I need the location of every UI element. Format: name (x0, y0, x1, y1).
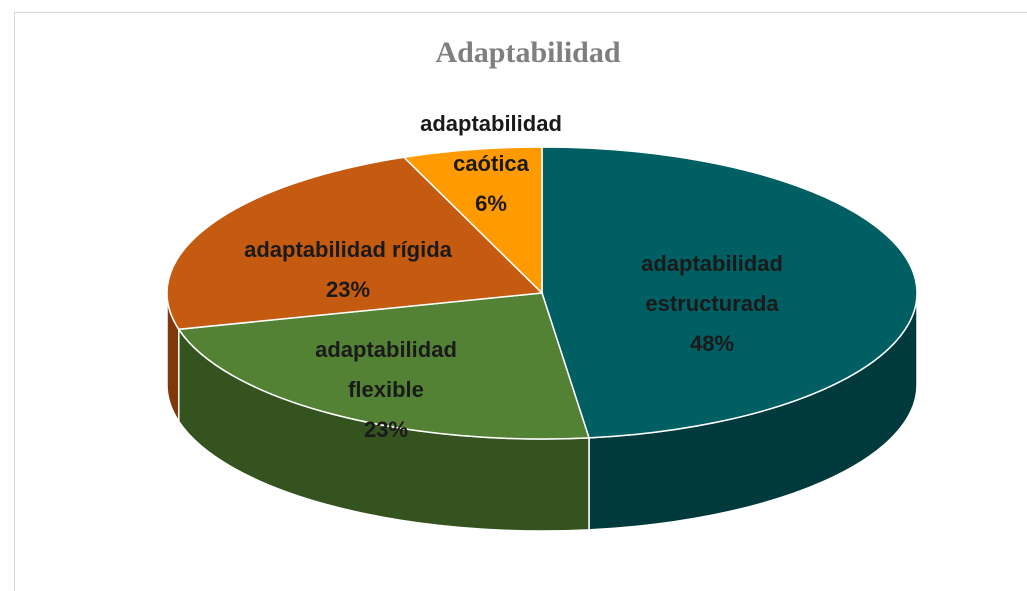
slice-label-line: 48% (690, 331, 734, 356)
slice-label-line: estructurada (645, 291, 779, 316)
slice-label-line: 6% (475, 191, 507, 216)
slice-label: adaptabilidad rígida 23% (244, 237, 453, 302)
chart-title: Adaptabilidad (435, 36, 620, 69)
slice-label-line: flexible (348, 377, 424, 402)
slice-label: adaptabilidad estructurada 48% (641, 251, 783, 356)
chart-frame: Adaptabilidad adaptabilidad estructurada 4… (14, 12, 1027, 591)
slice-label: adaptabilidad flexible 23% (315, 337, 457, 442)
slice-label-line: adaptabilidad (420, 111, 562, 136)
slice-label-line: adaptabilidad (641, 251, 783, 276)
pie-slice (166, 156, 544, 331)
pie-chart: Adaptabilidad adaptabilidad estructurada 4… (166, 36, 918, 532)
pie-slice (177, 292, 591, 440)
slice-label-line: caótica (453, 151, 530, 176)
slice-label-line: adaptabilidad rígida (244, 237, 453, 262)
slice-label-line: 23% (326, 277, 370, 302)
slice-labels: adaptabilidad estructurada 48%adaptabilida… (244, 111, 783, 442)
slice-label-line: adaptabilidad (315, 337, 457, 362)
slice-label-line: 23% (364, 417, 408, 442)
slice-label: adaptabilidad caótica 6% (420, 111, 562, 216)
pie-slices (166, 146, 918, 440)
pie-slice (402, 146, 543, 295)
pie-slice (541, 146, 918, 439)
